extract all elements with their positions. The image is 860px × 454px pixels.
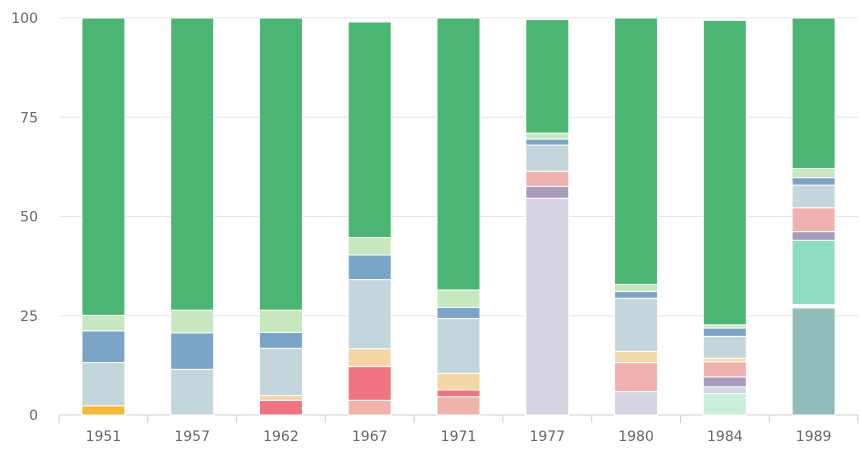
bar-segment: [614, 391, 659, 416]
bar-segment: [525, 144, 570, 172]
bar-segment: [702, 376, 747, 388]
bar-segment: [702, 357, 747, 363]
bar-segment: [614, 362, 659, 393]
bar-segment: [81, 314, 126, 332]
bar-segment: [525, 185, 570, 199]
bar-segment: [436, 372, 481, 391]
x-tick-label: 1989: [796, 429, 832, 445]
bar-segment: [436, 389, 481, 398]
bar-segment: [81, 362, 126, 407]
bar-segment: [170, 368, 215, 416]
bar-segment: [258, 347, 303, 397]
bar-segment: [702, 361, 747, 378]
x-tick-label: 1984: [707, 429, 743, 445]
bar-segment: [614, 297, 659, 352]
bar-segment: [702, 19, 747, 326]
bar-segment: [791, 177, 836, 186]
y-axis: 0 25 50 75 100: [11, 11, 38, 424]
bar-segment: [258, 399, 303, 416]
x-tick-label: 1971: [441, 429, 477, 445]
bar-segment: [702, 393, 747, 416]
bar-segment: [791, 17, 836, 169]
x-tick-label: 1977: [529, 429, 565, 445]
x-tick-label: 1957: [174, 429, 210, 445]
x-tick-label: 1980: [618, 429, 654, 445]
bar-segment: [347, 366, 392, 401]
bar-segment: [791, 307, 836, 416]
bar-segment: [614, 283, 659, 293]
bar-segment: [347, 254, 392, 281]
bar-segment: [614, 350, 659, 364]
y-tick-label: 0: [29, 408, 38, 424]
bar-segment: [525, 19, 570, 134]
bar-segment: [525, 170, 570, 187]
bar-segment: [347, 348, 392, 368]
bar-segment: [81, 405, 126, 416]
bar-segment: [258, 331, 303, 349]
bar-segment: [258, 17, 303, 311]
bar-segment: [436, 306, 481, 320]
bar-segment: [347, 399, 392, 416]
y-tick-label: 100: [11, 11, 38, 27]
x-tick-label: 1951: [86, 429, 122, 445]
bar-segment: [347, 237, 392, 256]
x-tick-label: 1962: [263, 429, 299, 445]
x-axis: 1951 1957 1962 1967 1971 1977 1980 1984 1989: [58, 415, 859, 445]
bar-segment: [170, 17, 215, 311]
y-tick-label: 50: [20, 210, 38, 226]
x-tick-label: 1967: [352, 429, 388, 445]
bars: [81, 17, 836, 416]
bar-segment: [81, 17, 126, 316]
bar-segment: [436, 318, 481, 374]
bar-segment: [791, 239, 836, 306]
bar-segment: [347, 21, 392, 239]
bar-segment: [791, 167, 836, 179]
bar-segment: [525, 132, 570, 140]
bar-segment: [791, 184, 836, 209]
bar-segment: [436, 396, 481, 416]
bar-segment: [258, 309, 303, 333]
bar-segment: [525, 138, 570, 146]
bar-segment: [436, 17, 481, 291]
bar-segment: [525, 197, 570, 416]
bar-segment: [258, 395, 303, 401]
y-tick-label: 25: [20, 309, 38, 325]
bar-segment: [170, 309, 215, 334]
bar-segment: [436, 289, 481, 308]
bar-segment: [702, 386, 747, 395]
bar-segment: [791, 207, 836, 233]
bar-segment: [170, 332, 215, 370]
bar-segment: [614, 291, 659, 299]
bar-segment: [81, 330, 126, 364]
bar-segment: [614, 17, 659, 285]
bar-segment: [702, 335, 747, 359]
bar-segment: [702, 327, 747, 337]
bar-segment: [791, 231, 836, 241]
bar-segment: [347, 279, 392, 350]
y-tick-label: 75: [20, 110, 38, 126]
